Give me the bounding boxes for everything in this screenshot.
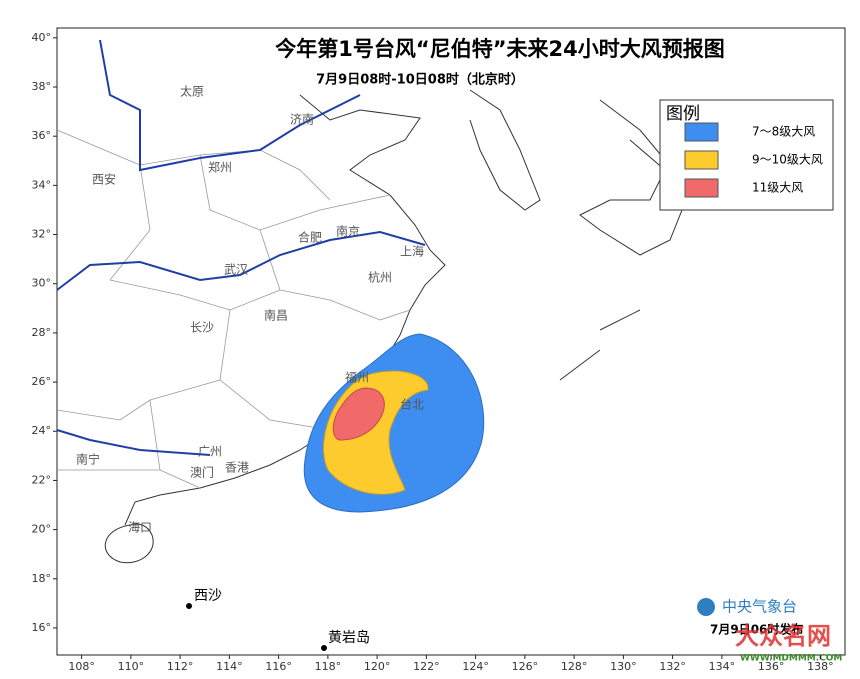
place-label: 南宁 xyxy=(76,452,100,467)
place-label: 杭州 xyxy=(368,270,392,285)
yellow-river xyxy=(99,39,361,172)
lon-tick-label: 126° xyxy=(512,660,539,673)
place-label: 南京 xyxy=(336,224,360,239)
logo xyxy=(697,598,715,616)
yangtze xyxy=(56,230,426,291)
lon-tick-label: 116° xyxy=(265,660,292,673)
place-label: 台北 xyxy=(400,397,424,412)
wind-zones xyxy=(303,333,485,513)
place-label: 武汉 xyxy=(224,263,248,277)
lon-tick-label: 132° xyxy=(659,660,686,673)
lat-tick-label: 30° xyxy=(32,277,52,290)
lat-tick-label: 26° xyxy=(32,375,52,388)
issued: 7月9日06时发布 xyxy=(710,622,803,637)
hainan xyxy=(104,523,154,564)
ryukyu xyxy=(559,309,641,381)
legend-label: 11级大风 xyxy=(752,181,803,195)
place-label: 西安 xyxy=(92,172,116,187)
geography xyxy=(56,39,691,564)
lon-tick-label: 136° xyxy=(758,660,785,673)
axes: 108° 110° 112° 114° 116° 118° 120° 122° 124° 126°… xyxy=(32,31,834,673)
legend-label: 9～10级大风 xyxy=(752,153,823,167)
watermark: 大众名网 xyxy=(735,622,831,650)
legend-items: 7～8级大风 9～10级大风 11级大风 xyxy=(684,122,823,198)
korea xyxy=(469,89,541,211)
legend-swatch xyxy=(684,178,719,198)
place-label: 广州 xyxy=(198,445,222,459)
lon-tick-label: 120° xyxy=(364,660,391,673)
agency: 中央气象台 xyxy=(722,598,797,616)
place-label: 福州 xyxy=(345,370,369,385)
lon-tick-label: 112° xyxy=(167,660,194,673)
lon-tick-label: 138° xyxy=(807,660,834,673)
lon-tick-label: 124° xyxy=(462,660,489,673)
places: 太原 济南 西安 郑州 合肥 南京 上海 武汉 杭州 长沙 南昌 福州 台北 广… xyxy=(76,84,424,651)
lat-tick-label: 22° xyxy=(32,473,52,486)
lon-tick-label: 108° xyxy=(68,660,95,673)
place-label: 黄岩岛 xyxy=(328,629,370,646)
legend-swatch xyxy=(684,150,719,170)
zone-11 xyxy=(332,387,385,441)
place-label: 南昌 xyxy=(264,308,288,323)
legend-title: 图例 xyxy=(666,104,700,124)
lat-tick-label: 40° xyxy=(32,31,52,44)
title: 今年第1号台风“尼伯特”未来24小时大风预报图 xyxy=(275,37,724,61)
lon-tick-label: 118° xyxy=(315,660,342,673)
place-label: 太原 xyxy=(180,84,204,99)
legend-label: 7～8级大风 xyxy=(752,125,815,139)
lat-tick-label: 24° xyxy=(32,424,52,437)
province-borders xyxy=(56,129,411,489)
lat-tick-label: 34° xyxy=(32,178,52,191)
place-label: 西沙 xyxy=(194,588,222,604)
lon-tick-label: 110° xyxy=(118,660,145,673)
place-label: 澳门 xyxy=(190,465,214,480)
huangyan-dot xyxy=(321,645,327,651)
xisha-dot xyxy=(186,603,192,609)
lon-tick-label: 134° xyxy=(709,660,736,673)
place-label: 郑州 xyxy=(208,160,232,175)
lon-tick-label: 122° xyxy=(413,660,440,673)
lat-tick-label: 28° xyxy=(32,326,52,339)
lon-tick-label: 130° xyxy=(610,660,637,673)
place-label: 海口 xyxy=(128,520,152,535)
watermark-url: WWW.MDMMM.COM xyxy=(740,654,842,664)
legend-swatch xyxy=(684,122,719,142)
place-label: 香港 xyxy=(225,461,249,475)
lon-tick-label: 128° xyxy=(561,660,588,673)
place-label: 上海 xyxy=(400,244,424,259)
lat-tick-label: 36° xyxy=(32,129,52,142)
subtitle: 7月9日08时-10日08时（北京时） xyxy=(316,72,524,88)
lat-tick-label: 32° xyxy=(32,228,52,241)
footer: 中央气象台 7月9日06时发布 大众名网 WWW.MDMMM.COM xyxy=(697,598,842,664)
lat-tick-label: 20° xyxy=(32,523,52,536)
place-label: 济南 xyxy=(290,112,314,127)
lat-tick-label: 18° xyxy=(32,572,52,585)
lat-tick-label: 16° xyxy=(32,621,52,634)
pearl-river xyxy=(56,429,211,456)
place-label: 长沙 xyxy=(190,321,214,335)
place-label: 合肥 xyxy=(298,230,322,245)
lat-tick-label: 38° xyxy=(32,80,52,93)
lon-tick-label: 114° xyxy=(216,660,243,673)
legend: 图例 7～8级大风 9～10级大风 11级大风 xyxy=(659,99,834,211)
